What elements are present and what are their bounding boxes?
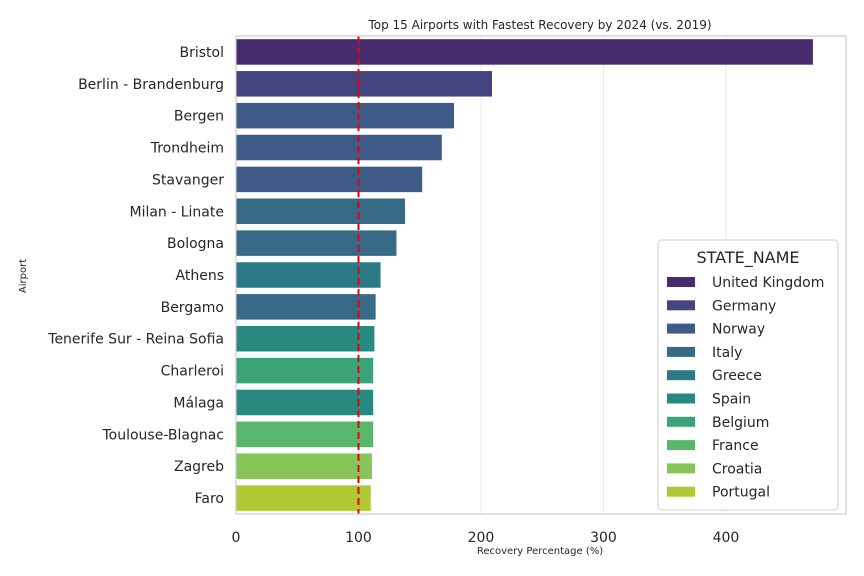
y-tick-label: Athens [176,268,224,284]
plot-frame [235,35,847,515]
bar [236,134,442,161]
legend-swatch [667,300,695,311]
y-tick-label: Bologna [167,236,224,252]
bar [236,453,372,479]
legend-swatch [667,393,695,404]
bar [236,357,374,384]
x-tick-label: 100 [345,530,372,546]
legend-entry-label: France [712,438,759,454]
bar [236,262,381,288]
legend-swatch [667,440,695,451]
y-tick-label: Berlin - Brandenburg [78,77,224,93]
legend-swatch [667,416,695,427]
y-tick-label: Stavanger [152,172,224,188]
x-axis-label: Recovery Percentage (%) [477,546,603,557]
legend-entry-label: Greece [712,368,762,384]
bar [236,389,374,416]
y-tick-label: Tenerife Sur - Reina Sofia [47,332,224,348]
legend-swatch [667,346,695,357]
y-tick-label: Málaga [173,395,224,411]
y-tick-label: Toulouse-Blagnac [101,427,224,443]
legend-entry-label: Belgium [712,415,769,431]
legend-entry-label: Croatia [712,461,762,477]
y-tick-label: Faro [195,491,224,507]
bars [236,39,813,511]
y-tick-label: Trondheim [150,141,224,157]
legend-entry-label: Germany [712,298,776,314]
legend-entry-label: Italy [712,345,742,361]
y-tick-label: Zagreb [174,459,224,475]
y-tick-label: Bristol [180,45,225,61]
bar [236,325,375,352]
chart-title: Top 15 Airports with Fastest Recovery by… [367,18,711,32]
bar [236,294,376,320]
y-tick-label: Milan - Linate [129,204,224,220]
bar [236,485,371,511]
x-tick-labels: 0 100 200 300 400 [232,530,740,546]
bar [236,39,813,65]
y-tick-label: Bergen [174,109,224,125]
legend-title: STATE_NAME [696,248,799,268]
legend-entry-label: United Kingdom [712,275,824,291]
bar [236,421,374,448]
y-tick-label: Bergamo [161,300,224,316]
x-tick-label: 400 [713,530,740,546]
x-tick-label: 0 [232,530,241,546]
legend: STATE_NAME United Kingdom Germany Norway Ita… [657,239,839,511]
y-axis-label: Airport [18,259,29,293]
legend-swatch [667,486,695,497]
bar [236,71,493,97]
legend-swatch [667,463,695,474]
x-tick-label: 200 [468,530,495,546]
legend-entry-label: Spain [712,392,751,408]
legend-box [657,239,839,511]
bar [236,102,455,129]
legend-swatch [667,370,695,381]
y-tick-labels: Bristol Berlin - Brandenburg Bergen Trondhe… [47,45,224,507]
legend-swatch [667,277,695,287]
legend-swatch [667,323,695,334]
bar [236,166,423,193]
bar [236,230,397,256]
legend-entry-label: Portugal [712,485,770,501]
legend-entry-label: Norway [712,322,765,338]
x-tick-label: 300 [590,530,617,546]
y-tick-label: Charleroi [161,364,224,380]
bar [236,198,406,225]
